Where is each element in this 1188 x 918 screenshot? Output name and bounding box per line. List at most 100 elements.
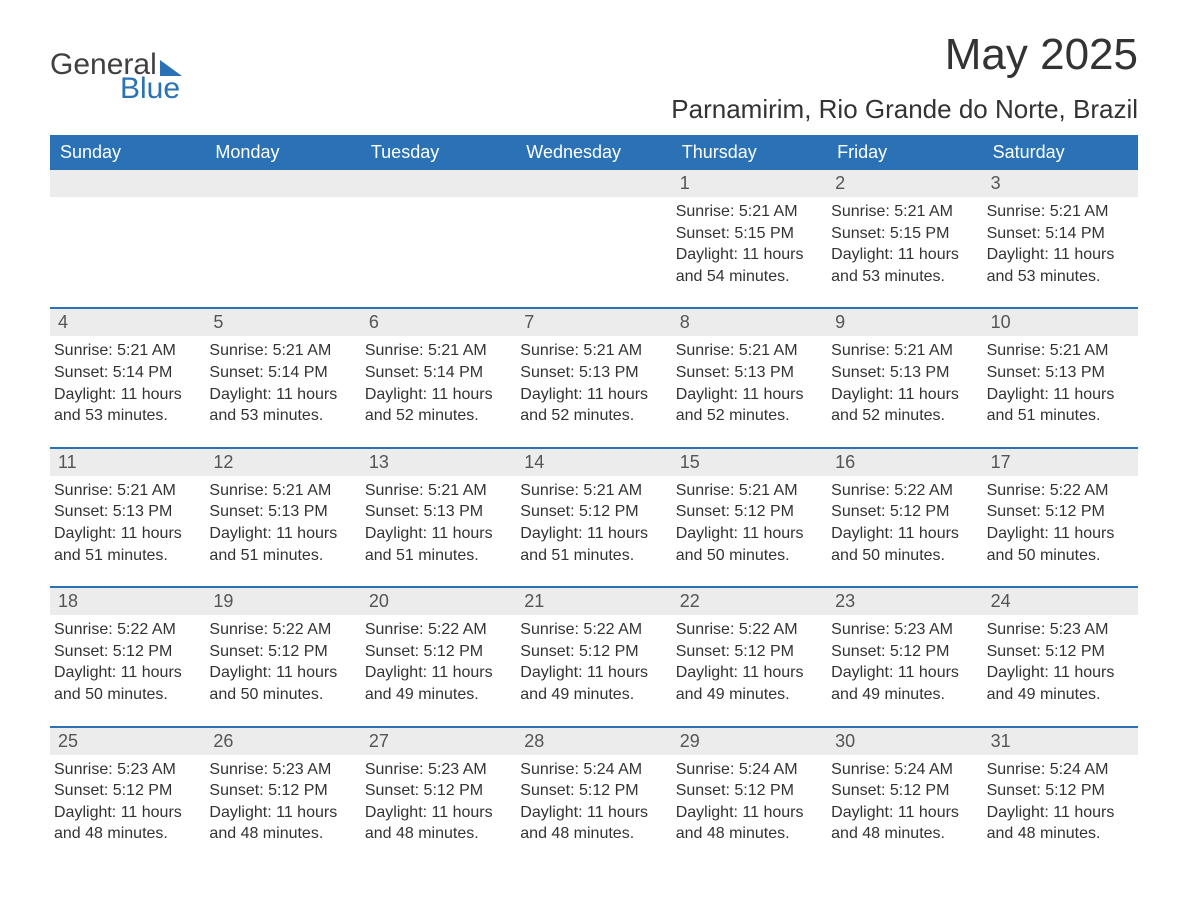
day-number: 26	[205, 728, 360, 755]
daylight-line: Daylight: 11 hours and 48 minutes.	[987, 802, 1130, 845]
day-details: Sunrise: 5:22 AMSunset: 5:12 PMDaylight:…	[50, 615, 205, 707]
calendar-day: ....	[516, 170, 671, 289]
daylight-line: Daylight: 11 hours and 52 minutes.	[676, 384, 819, 427]
sunset-line: Sunset: 5:12 PM	[676, 780, 819, 802]
day-number: 14	[516, 449, 671, 476]
daylight-line: Daylight: 11 hours and 52 minutes.	[520, 384, 663, 427]
sunrise-line: Sunrise: 5:21 AM	[676, 480, 819, 502]
sunset-line: Sunset: 5:12 PM	[209, 780, 352, 802]
day-number: .	[361, 170, 516, 197]
calendar-day: 26Sunrise: 5:23 AMSunset: 5:12 PMDayligh…	[205, 728, 360, 847]
daylight-line: Daylight: 11 hours and 50 minutes.	[987, 523, 1130, 566]
daylight-line: Daylight: 11 hours and 49 minutes.	[676, 662, 819, 705]
calendar-day: 11Sunrise: 5:21 AMSunset: 5:13 PMDayligh…	[50, 449, 205, 568]
dow-sunday: Sunday	[50, 135, 205, 170]
day-details: Sunrise: 5:22 AMSunset: 5:12 PMDaylight:…	[827, 476, 982, 568]
day-number: 8	[672, 309, 827, 336]
day-number: 19	[205, 588, 360, 615]
calendar-day: 24Sunrise: 5:23 AMSunset: 5:12 PMDayligh…	[983, 588, 1138, 707]
sunset-line: Sunset: 5:13 PM	[831, 362, 974, 384]
day-details: Sunrise: 5:23 AMSunset: 5:12 PMDaylight:…	[983, 615, 1138, 707]
calendar-day: 3Sunrise: 5:21 AMSunset: 5:14 PMDaylight…	[983, 170, 1138, 289]
sunrise-line: Sunrise: 5:21 AM	[365, 480, 508, 502]
daylight-line: Daylight: 11 hours and 51 minutes.	[520, 523, 663, 566]
calendar-day: 6Sunrise: 5:21 AMSunset: 5:14 PMDaylight…	[361, 309, 516, 428]
calendar-week: 4Sunrise: 5:21 AMSunset: 5:14 PMDaylight…	[50, 307, 1138, 428]
day-number: 12	[205, 449, 360, 476]
day-details: Sunrise: 5:24 AMSunset: 5:12 PMDaylight:…	[827, 755, 982, 847]
daylight-line: Daylight: 11 hours and 48 minutes.	[676, 802, 819, 845]
day-number: 29	[672, 728, 827, 755]
dow-monday: Monday	[205, 135, 360, 170]
logo: General Blue	[50, 30, 182, 104]
sunset-line: Sunset: 5:12 PM	[987, 641, 1130, 663]
daylight-line: Daylight: 11 hours and 50 minutes.	[54, 662, 197, 705]
sunrise-line: Sunrise: 5:21 AM	[520, 480, 663, 502]
calendar-day: 10Sunrise: 5:21 AMSunset: 5:13 PMDayligh…	[983, 309, 1138, 428]
sunrise-line: Sunrise: 5:21 AM	[831, 340, 974, 362]
daylight-line: Daylight: 11 hours and 51 minutes.	[54, 523, 197, 566]
calendar-day: 19Sunrise: 5:22 AMSunset: 5:12 PMDayligh…	[205, 588, 360, 707]
dow-friday: Friday	[827, 135, 982, 170]
day-details: Sunrise: 5:21 AMSunset: 5:13 PMDaylight:…	[827, 336, 982, 428]
daylight-line: Daylight: 11 hours and 54 minutes.	[676, 244, 819, 287]
daylight-line: Daylight: 11 hours and 53 minutes.	[831, 244, 974, 287]
sunrise-line: Sunrise: 5:23 AM	[54, 759, 197, 781]
month-title: May 2025	[671, 30, 1138, 80]
day-details: Sunrise: 5:21 AMSunset: 5:12 PMDaylight:…	[516, 476, 671, 568]
day-number: 28	[516, 728, 671, 755]
sunrise-line: Sunrise: 5:22 AM	[987, 480, 1130, 502]
location-subtitle: Parnamirim, Rio Grande do Norte, Brazil	[671, 94, 1138, 125]
day-number: 11	[50, 449, 205, 476]
day-number: 4	[50, 309, 205, 336]
sunset-line: Sunset: 5:12 PM	[831, 780, 974, 802]
day-details: Sunrise: 5:24 AMSunset: 5:12 PMDaylight:…	[672, 755, 827, 847]
sunrise-line: Sunrise: 5:21 AM	[987, 340, 1130, 362]
sunset-line: Sunset: 5:12 PM	[365, 780, 508, 802]
sunrise-line: Sunrise: 5:22 AM	[209, 619, 352, 641]
calendar-day: 7Sunrise: 5:21 AMSunset: 5:13 PMDaylight…	[516, 309, 671, 428]
day-number: 16	[827, 449, 982, 476]
sunset-line: Sunset: 5:12 PM	[520, 780, 663, 802]
daylight-line: Daylight: 11 hours and 49 minutes.	[365, 662, 508, 705]
calendar-week: ................1Sunrise: 5:21 AMSunset:…	[50, 170, 1138, 289]
sunset-line: Sunset: 5:13 PM	[676, 362, 819, 384]
day-number: 3	[983, 170, 1138, 197]
day-details: Sunrise: 5:22 AMSunset: 5:12 PMDaylight:…	[361, 615, 516, 707]
calendar-day: 1Sunrise: 5:21 AMSunset: 5:15 PMDaylight…	[672, 170, 827, 289]
sunrise-line: Sunrise: 5:22 AM	[831, 480, 974, 502]
daylight-line: Daylight: 11 hours and 49 minutes.	[831, 662, 974, 705]
day-number: 24	[983, 588, 1138, 615]
daylight-line: Daylight: 11 hours and 50 minutes.	[831, 523, 974, 566]
sunset-line: Sunset: 5:13 PM	[209, 501, 352, 523]
sunset-line: Sunset: 5:12 PM	[676, 641, 819, 663]
day-number: 15	[672, 449, 827, 476]
day-details: Sunrise: 5:24 AMSunset: 5:12 PMDaylight:…	[516, 755, 671, 847]
day-details: Sunrise: 5:23 AMSunset: 5:12 PMDaylight:…	[827, 615, 982, 707]
calendar-day: 14Sunrise: 5:21 AMSunset: 5:12 PMDayligh…	[516, 449, 671, 568]
sunset-line: Sunset: 5:13 PM	[54, 501, 197, 523]
day-number: 2	[827, 170, 982, 197]
calendar-day: 31Sunrise: 5:24 AMSunset: 5:12 PMDayligh…	[983, 728, 1138, 847]
daylight-line: Daylight: 11 hours and 50 minutes.	[209, 662, 352, 705]
sunset-line: Sunset: 5:12 PM	[520, 501, 663, 523]
day-details: Sunrise: 5:21 AMSunset: 5:14 PMDaylight:…	[361, 336, 516, 428]
sunrise-line: Sunrise: 5:21 AM	[209, 480, 352, 502]
day-details: Sunrise: 5:21 AMSunset: 5:12 PMDaylight:…	[672, 476, 827, 568]
day-details: Sunrise: 5:21 AMSunset: 5:14 PMDaylight:…	[50, 336, 205, 428]
day-details: Sunrise: 5:21 AMSunset: 5:13 PMDaylight:…	[361, 476, 516, 568]
day-number: 1	[672, 170, 827, 197]
weeks-container: ................1Sunrise: 5:21 AMSunset:…	[50, 170, 1138, 847]
calendar-header-row: Sunday Monday Tuesday Wednesday Thursday…	[50, 135, 1138, 170]
calendar-day: 17Sunrise: 5:22 AMSunset: 5:12 PMDayligh…	[983, 449, 1138, 568]
sunset-line: Sunset: 5:12 PM	[831, 501, 974, 523]
day-number: 31	[983, 728, 1138, 755]
day-number: 10	[983, 309, 1138, 336]
day-details: Sunrise: 5:23 AMSunset: 5:12 PMDaylight:…	[50, 755, 205, 847]
daylight-line: Daylight: 11 hours and 53 minutes.	[209, 384, 352, 427]
sunrise-line: Sunrise: 5:22 AM	[54, 619, 197, 641]
day-number: 22	[672, 588, 827, 615]
daylight-line: Daylight: 11 hours and 51 minutes.	[365, 523, 508, 566]
day-details: Sunrise: 5:22 AMSunset: 5:12 PMDaylight:…	[983, 476, 1138, 568]
day-number: 25	[50, 728, 205, 755]
